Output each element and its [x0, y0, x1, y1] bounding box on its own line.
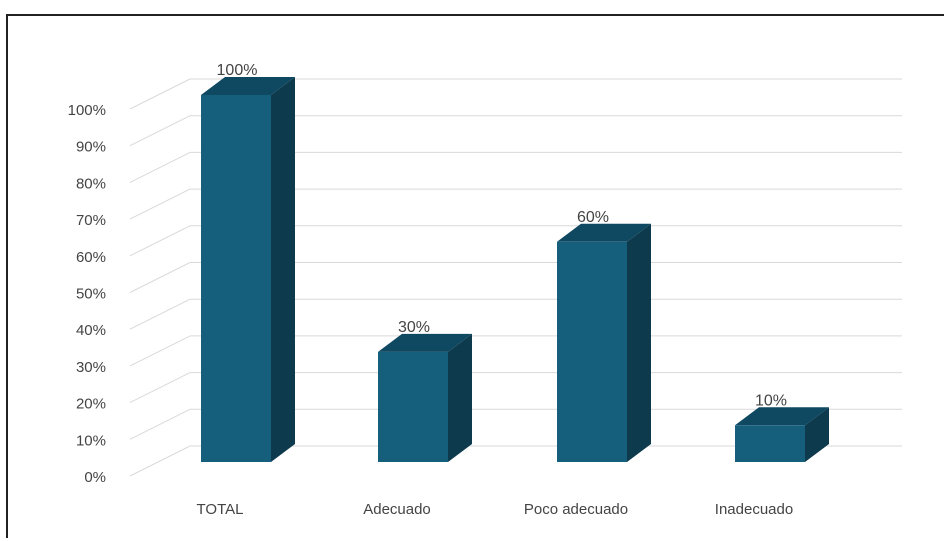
y-tick-label: 90%: [76, 139, 106, 156]
bar: [378, 333, 472, 462]
bar-side: [805, 407, 829, 462]
data-label: 30%: [398, 319, 430, 336]
bar-top: [201, 77, 295, 95]
y-tick-label: 0%: [84, 469, 106, 486]
y-tick-label: 60%: [76, 249, 106, 266]
chart-frame: [6, 14, 944, 538]
y-tick-label: 30%: [76, 359, 106, 376]
gridline-wall: [129, 408, 191, 440]
y-tick-label: 80%: [76, 175, 106, 192]
bar-top: [735, 407, 829, 426]
gridline-wall: [129, 115, 191, 147]
data-labels: 100% 30% 60% 10%: [217, 62, 787, 409]
bar-front: [378, 351, 448, 462]
bar: [557, 223, 651, 462]
data-label: 100%: [217, 62, 258, 79]
gridline-wall: [129, 151, 191, 183]
bar-front: [201, 95, 271, 462]
y-tick-label: 100%: [68, 102, 106, 119]
y-tick-label: 10%: [76, 432, 106, 449]
gridline-wall: [129, 78, 191, 110]
bar-front: [735, 425, 805, 462]
gridline-wall: [129, 188, 191, 220]
data-label: 60%: [577, 209, 609, 226]
gridline-wall: [129, 335, 191, 367]
bar: [201, 77, 295, 462]
y-tick-label: 20%: [76, 396, 106, 413]
bar-front: [557, 241, 627, 462]
x-category-label: Poco adecuado: [524, 501, 628, 518]
bars: [201, 77, 829, 462]
gridline-wall: [129, 225, 191, 257]
data-label: 10%: [755, 392, 787, 409]
bar-side: [627, 223, 651, 462]
gridline-wall: [129, 372, 191, 404]
y-tick-label: 50%: [76, 286, 106, 303]
bar-top: [557, 223, 651, 242]
y-tick-label: 40%: [76, 322, 106, 339]
x-axis-categories: TOTAL Adecuado Poco adecuado Inadecuado: [197, 501, 794, 518]
bar-top: [378, 333, 472, 352]
bar-side: [448, 333, 472, 462]
y-axis-ticks: 0% 10% 20% 30% 40% 50% 60% 70% 80% 90% 100%: [68, 102, 106, 486]
gridline-wall: [129, 445, 191, 477]
y-tick-label: 70%: [76, 212, 106, 229]
gridline-wall: [129, 298, 191, 330]
gridline-wall: [129, 262, 191, 293]
x-category-label: Inadecuado: [715, 501, 793, 518]
x-category-label: Adecuado: [363, 501, 431, 518]
bar: [735, 407, 829, 462]
x-category-label: TOTAL: [197, 501, 244, 518]
bar-side: [271, 77, 295, 462]
